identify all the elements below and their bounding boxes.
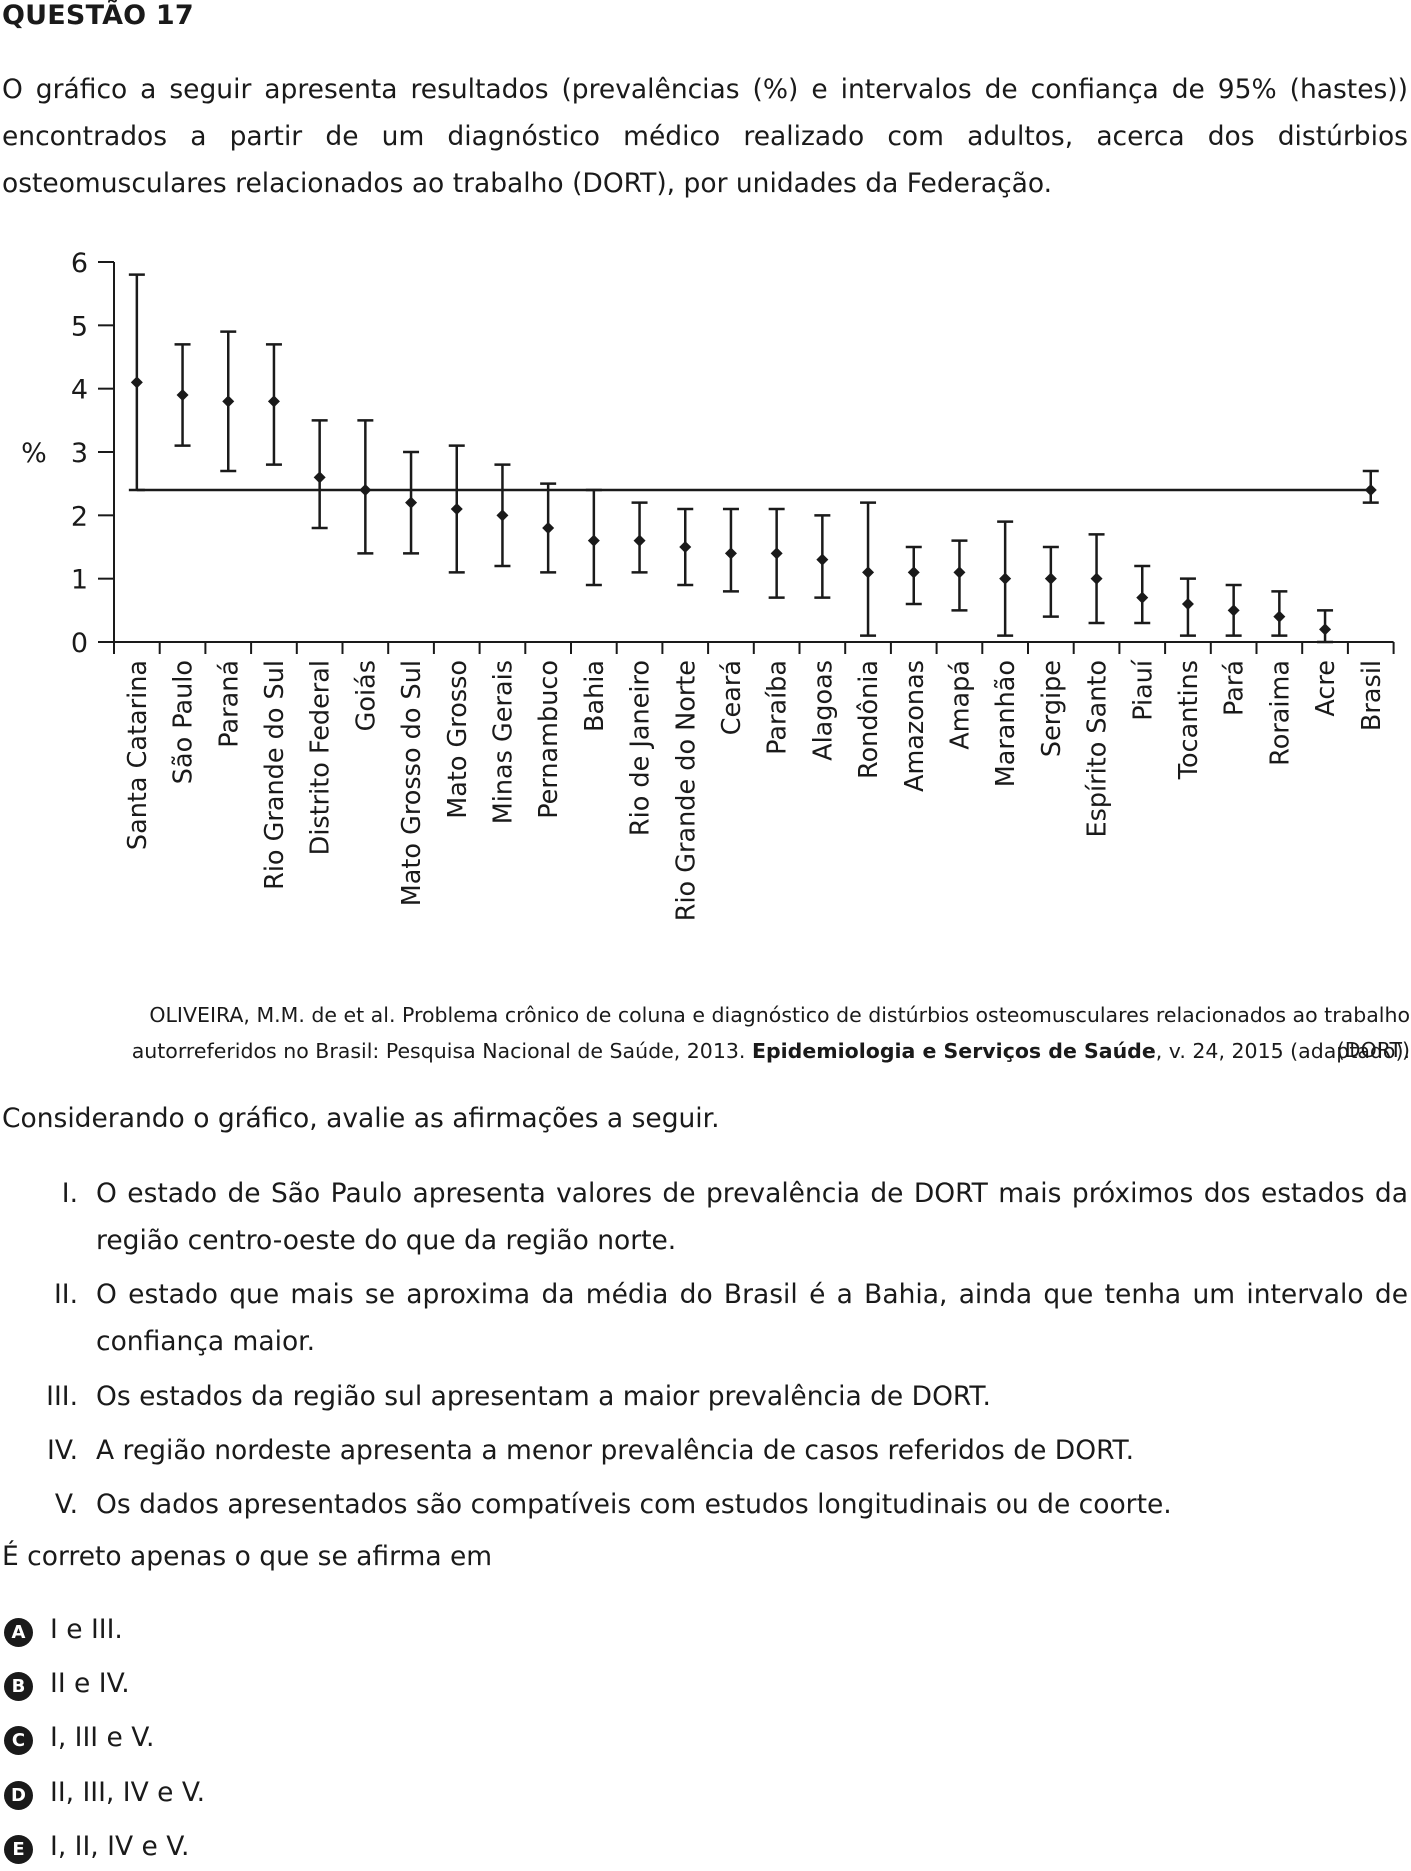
- data-point: [1090, 572, 1103, 585]
- y-tick-label: 3: [71, 438, 88, 469]
- statement-number: IV.: [47, 1435, 78, 1466]
- data-point: [1227, 604, 1240, 617]
- data-point: [816, 553, 829, 566]
- category-label: Sergipe: [1037, 660, 1067, 757]
- data-point: [1044, 572, 1057, 585]
- category-label: Acre: [1311, 660, 1341, 717]
- reference-text-a: autorreferidos no Brasil: Pesquisa Nacio…: [131, 1039, 752, 1063]
- category-label: Rio Grande do Norte: [671, 660, 701, 921]
- data-point: [267, 395, 280, 408]
- category-label: Maranhão: [991, 660, 1021, 787]
- category-label: Mato Grosso do Sul: [397, 660, 427, 906]
- category-label: Minas Gerais: [488, 660, 518, 824]
- y-axis-label: %: [21, 438, 47, 469]
- y-tick-label: 4: [71, 375, 88, 406]
- statement-number: III.: [46, 1381, 78, 1412]
- category-label: Pará: [1220, 660, 1250, 716]
- data-point: [862, 566, 875, 579]
- statement-number: V.: [54, 1489, 78, 1520]
- category-label: Pernambuco: [534, 660, 564, 819]
- category-label: Brasil: [1357, 660, 1387, 731]
- question-intro: O gráfico a seguir apresenta resultados …: [2, 74, 1408, 199]
- data-point: [724, 547, 737, 560]
- statement-number: I.: [61, 1178, 78, 1209]
- statement-number: II.: [53, 1279, 78, 1310]
- data-point: [587, 534, 600, 547]
- category-label: Amapá: [945, 660, 975, 750]
- statement-text: O estado de São Paulo apresenta valores …: [96, 1178, 1408, 1256]
- option-text: II, III, IV e V.: [50, 1777, 206, 1808]
- option-text: I, II, IV e V.: [50, 1831, 190, 1862]
- data-point: [1273, 610, 1286, 623]
- option-text: II e IV.: [50, 1668, 130, 1699]
- data-point: [770, 547, 783, 560]
- category-label: Mato Grosso: [443, 660, 473, 819]
- option-letter-badge: E: [4, 1835, 33, 1864]
- category-label: Espírito Santo: [1083, 660, 1113, 838]
- option-letter-badge: B: [4, 1672, 33, 1701]
- option-text: I, III e V.: [50, 1722, 155, 1753]
- statement-text: Os dados apresentados são compatíveis co…: [96, 1489, 1172, 1520]
- category-label: Bahia: [580, 660, 610, 732]
- x-axis: [113, 641, 1395, 654]
- data-point: [542, 522, 555, 534]
- prevalence-series: [128, 273, 1379, 644]
- data-point: [130, 376, 143, 389]
- data-point: [907, 566, 920, 579]
- y-tick-label: 1: [71, 565, 88, 596]
- category-label: Tocantins: [1174, 660, 1204, 780]
- category-label: Amazonas: [900, 660, 930, 792]
- data-point: [999, 572, 1012, 585]
- data-point: [1181, 598, 1194, 610]
- statement-text: A região nordeste apresenta a menor prev…: [96, 1435, 1135, 1466]
- data-point: [679, 541, 692, 553]
- option-text: I e III.: [50, 1614, 123, 1645]
- y-tick-label: 2: [71, 501, 88, 532]
- category-label: Piauí: [1128, 659, 1158, 721]
- reference-line-2: autorreferidos no Brasil: Pesquisa Nacio…: [70, 1034, 1410, 1069]
- statements-lead: Considerando o gráfico, avalie as afirma…: [2, 1103, 720, 1134]
- option-letter-badge: A: [4, 1618, 33, 1647]
- data-point: [953, 566, 966, 579]
- y-tick-label: 6: [71, 248, 88, 279]
- category-label: Santa Catarina: [123, 660, 153, 850]
- data-point: [222, 395, 235, 408]
- data-point: [496, 509, 509, 522]
- data-point: [405, 496, 418, 509]
- data-point: [633, 534, 646, 547]
- dort-prevalence-chart: 0 1 2 3 4 5 6% Santa Catarina São Paulo Paraná Ri…: [21, 248, 1395, 921]
- data-point: [313, 471, 326, 484]
- data-point: [176, 389, 189, 401]
- data-point: [1319, 623, 1332, 636]
- category-label: Goiás: [351, 660, 381, 731]
- category-label: Rio de Janeiro: [626, 660, 656, 836]
- category-label: Rio Grande do Sul: [260, 660, 290, 890]
- category-label: Roraima: [1265, 660, 1295, 766]
- category-label: São Paulo: [169, 660, 199, 784]
- category-label: Rondônia: [854, 660, 884, 779]
- y-tick-label: 5: [71, 311, 88, 342]
- y-tick-label: 0: [71, 628, 88, 659]
- category-label: Paraná: [214, 660, 244, 748]
- category-label: Distrito Federal: [306, 660, 336, 855]
- statement-text: O estado que mais se aproxima da média d…: [96, 1279, 1408, 1357]
- data-point: [450, 503, 463, 515]
- data-point: [1364, 484, 1377, 496]
- question-title: QUESTÃO 17: [2, 0, 194, 31]
- reference-line-1: OLIVEIRA, M.M. de et al. Problema crônic…: [149, 1003, 1410, 1062]
- option-letter-badge: D: [4, 1781, 33, 1810]
- category-label: Ceará: [717, 660, 747, 735]
- option-letter-badge: C: [4, 1726, 33, 1755]
- category-labels: Santa Catarina São Paulo Paraná Rio Grande …: [123, 659, 1387, 921]
- y-axis: 0 1 2 3 4 5 6%: [21, 248, 115, 659]
- data-point: [1136, 591, 1149, 604]
- reference-journal: Epidemiologia e Serviços de Saúde: [751, 1039, 1156, 1063]
- category-label: Alagoas: [808, 660, 838, 761]
- answer-prompt: É correto apenas o que se afirma em: [2, 1541, 493, 1572]
- category-label: Paraíba: [763, 660, 793, 755]
- reference-text-b: , v. 24, 2015 (adaptado).: [1155, 1039, 1410, 1063]
- statement-text: Os estados da região sul apresentam a ma…: [96, 1381, 991, 1412]
- data-point: [359, 484, 372, 496]
